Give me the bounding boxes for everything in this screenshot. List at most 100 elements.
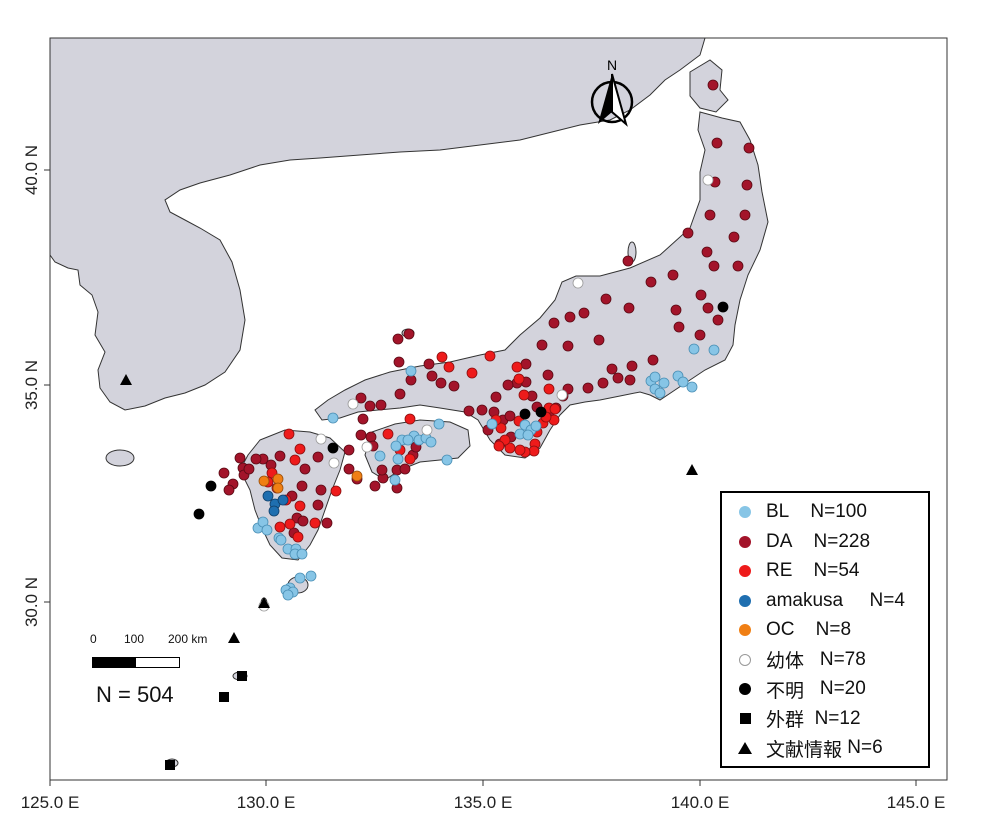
marker-unknown <box>327 442 339 454</box>
legend-item: DA N=228 <box>734 529 870 555</box>
marker-da <box>435 377 447 389</box>
marker-da <box>312 499 324 511</box>
x-ticks: 125.0 E 130.0 E 135.0 E 140.0 E 145.0 E <box>21 780 945 812</box>
north-label: N <box>607 57 617 73</box>
legend-count: N=6 <box>847 737 883 758</box>
marker-oc <box>258 475 270 487</box>
marker-bl <box>649 371 661 383</box>
marker-da <box>732 260 744 272</box>
marker-bl <box>686 381 698 393</box>
marker-literature <box>258 597 270 608</box>
scale-label-200: 200 km <box>168 632 208 646</box>
marker-re <box>549 403 561 415</box>
x-tick-label: 130.0 E <box>237 793 296 812</box>
marker-da <box>728 231 740 243</box>
marker-da <box>234 452 246 464</box>
marker-da <box>343 463 355 475</box>
marker-re <box>289 454 301 466</box>
marker-outgroup <box>165 760 175 770</box>
legend-gap <box>804 649 820 671</box>
marker-da <box>297 515 309 527</box>
marker-re <box>436 351 448 363</box>
x-tick-label: 125.0 E <box>21 793 80 812</box>
scale-labels: 0 100 200 km <box>90 632 230 646</box>
marker-bl <box>688 343 700 355</box>
scale-bar: 0 100 200 km <box>90 632 210 672</box>
y-tick-label: 40.0 N <box>22 145 41 195</box>
marker-da <box>593 334 605 346</box>
scale-bar-graphic <box>92 657 180 668</box>
marker-literature <box>228 632 240 643</box>
marker-bl <box>390 440 402 452</box>
marker-juvenile <box>702 174 714 186</box>
legend-item: 文献情報 N=6 <box>734 735 883 761</box>
marker-juvenile <box>556 389 568 401</box>
marker-da <box>701 246 713 258</box>
legend-symbol-icon <box>734 565 756 577</box>
marker-da <box>711 137 723 149</box>
marker-da <box>606 363 618 375</box>
north-arrow: N <box>590 57 634 127</box>
marker-bl <box>296 548 308 560</box>
marker-da <box>670 304 682 316</box>
legend-symbol-icon <box>734 742 756 754</box>
marker-re <box>484 350 496 362</box>
legend-label: 文献情報 <box>766 739 843 761</box>
marker-da <box>315 484 327 496</box>
marker-bl <box>327 412 339 424</box>
legend-count: N=78 <box>819 648 866 670</box>
marker-re <box>330 485 342 497</box>
land-korea-china <box>49 37 706 411</box>
legend-symbol-icon <box>734 535 756 548</box>
marker-re <box>493 440 505 452</box>
marker-bl <box>530 420 542 432</box>
marker-bl <box>305 570 317 582</box>
marker-bl <box>282 589 294 601</box>
marker-da <box>369 480 381 492</box>
legend-symbol-icon <box>734 713 756 724</box>
marker-bl <box>392 453 404 465</box>
marker-da <box>704 209 716 221</box>
marker-re <box>284 518 296 530</box>
legend-label: 不明 <box>766 680 805 702</box>
marker-bl <box>441 454 453 466</box>
legend-count: N=20 <box>819 678 866 699</box>
legend-gap <box>804 708 815 730</box>
legend: BL N=100 DA N=228 RE N=54 amakusa N=4 OC N=8… <box>720 491 930 768</box>
marker-amakusa <box>277 494 289 506</box>
marker-da <box>667 269 679 281</box>
legend-symbol-icon <box>734 594 756 607</box>
legend-label: RE <box>766 560 793 581</box>
total-count: N = 504 <box>96 682 174 707</box>
marker-bl <box>658 377 670 389</box>
legend-count: N=12 <box>814 707 861 729</box>
x-tick-label: 140.0 E <box>671 793 730 812</box>
legend-gap <box>795 619 816 641</box>
marker-unknown <box>535 406 547 418</box>
legend-count: N=54 <box>813 560 860 581</box>
marker-da <box>476 404 488 416</box>
marker-bl <box>486 418 498 430</box>
marker-da <box>423 358 435 370</box>
scale-label-100: 100 <box>124 632 145 646</box>
legend-gap <box>789 501 810 523</box>
marker-da <box>448 380 460 392</box>
marker-oc <box>272 482 284 494</box>
marker-re <box>404 413 416 425</box>
marker-re <box>294 500 306 512</box>
marker-da <box>626 360 638 372</box>
marker-amakusa <box>262 490 274 502</box>
marker-da <box>296 480 308 492</box>
marker-da <box>355 429 367 441</box>
legend-label: 外群 <box>766 710 805 731</box>
marker-da <box>243 463 255 475</box>
marker-da <box>562 340 574 352</box>
marker-bl <box>708 344 720 356</box>
marker-da <box>647 354 659 366</box>
legend-label: BL <box>766 501 790 522</box>
marker-da <box>622 255 634 267</box>
marker-bl <box>677 376 689 388</box>
legend-label: OC <box>766 619 795 640</box>
marker-da <box>321 517 333 529</box>
